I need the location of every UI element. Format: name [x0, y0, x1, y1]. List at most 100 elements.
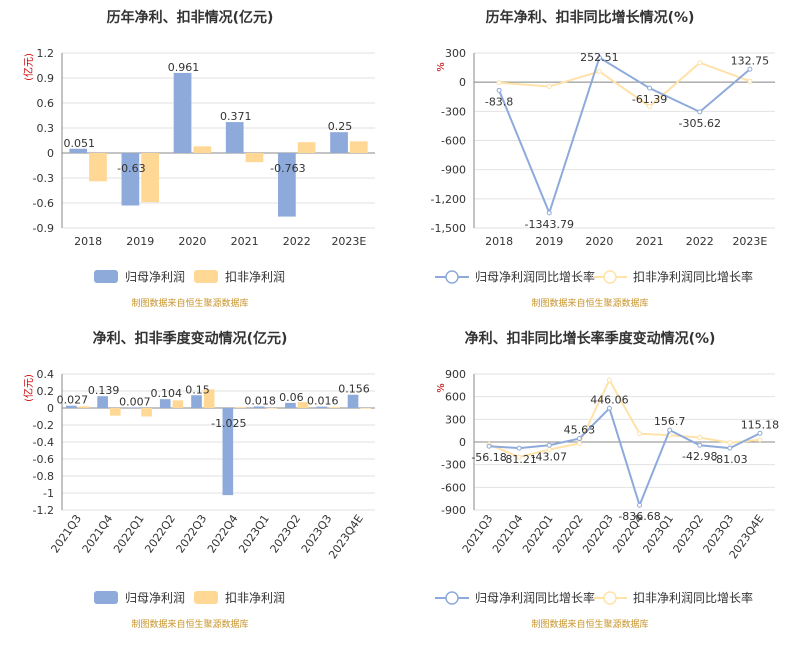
y-tick-label: -900 — [441, 504, 466, 517]
point — [647, 103, 653, 109]
bar — [141, 408, 152, 417]
bar — [245, 153, 264, 163]
point — [496, 80, 502, 86]
y-tick-label: 600 — [445, 391, 466, 404]
data-label: 45.63 — [564, 424, 596, 437]
data-label: 0.104 — [150, 387, 182, 400]
point — [546, 210, 552, 216]
y-tick-label: -600 — [441, 481, 466, 494]
data-label: -56.18 — [471, 451, 506, 464]
data-label: 132.75 — [731, 54, 770, 67]
chart-title: 历年净利、扣非情况(亿元) — [107, 9, 274, 26]
legend-swatch — [94, 270, 118, 283]
point — [637, 431, 643, 437]
x-tick-label: 2022 — [686, 235, 714, 248]
legend-label: 归母净利润 — [125, 270, 185, 284]
data-label: -305.62 — [679, 117, 721, 130]
legend-label: 扣非净利润同比增长率 — [633, 590, 753, 605]
bar — [173, 72, 192, 153]
x-tick-label: 2023E — [331, 235, 366, 248]
bar — [121, 153, 140, 206]
y-tick-label: -0.8 — [33, 470, 54, 483]
bar — [360, 408, 371, 409]
x-tick-label: 2021Q4 — [80, 512, 116, 555]
unit-label: (亿元) — [22, 374, 35, 402]
x-tick-label: 2023E — [732, 235, 767, 248]
x-tick-label: 2019 — [126, 235, 154, 248]
point — [747, 78, 753, 84]
chart-title: 净利、扣非季度变动情况(亿元) — [93, 330, 288, 347]
data-label: 115.18 — [741, 418, 780, 431]
y-tick-label: -0.6 — [33, 453, 54, 466]
legend-label: 归母净利润 — [125, 591, 185, 605]
chart-1: 历年净利、扣非情况(亿元) (亿元) 1.2 0.9 0.6 0.3 0 -0.3 -0.6 -0… — [22, 9, 375, 309]
bar — [330, 132, 348, 153]
bar — [347, 394, 359, 408]
y-tick-label: -900 — [441, 164, 466, 177]
y-tick-label: 0 — [459, 436, 466, 449]
point — [606, 377, 612, 383]
data-label: 0.027 — [57, 394, 89, 407]
point — [727, 440, 733, 446]
data-label: -0.763 — [270, 162, 305, 175]
data-label: -0.63 — [117, 162, 145, 175]
y-tick-label: -1,200 — [431, 193, 466, 206]
data-label: -42.98 — [682, 450, 717, 463]
point — [546, 84, 552, 90]
chart-3: 净利、扣非季度变动情况(亿元) (亿元) 0.4 0.2 0 -0.2 -0.4 -0.6 -0… — [22, 330, 375, 630]
x-tick-label: 2018 — [485, 235, 513, 248]
bar — [349, 141, 368, 153]
y-tick-label: -1 — [43, 487, 54, 500]
bar — [253, 406, 265, 408]
data-label: -61.39 — [632, 93, 667, 106]
bar — [89, 153, 107, 182]
series-line — [488, 406, 761, 509]
data-label: 0.371 — [220, 110, 252, 123]
y-tick-label: 900 — [445, 368, 466, 381]
point — [667, 427, 673, 433]
legend-label: 扣非净利润 — [225, 270, 285, 284]
source-note: 制图数据来自恒生聚源数据库 — [131, 618, 248, 630]
point — [757, 437, 763, 443]
data-label: -1.025 — [211, 417, 246, 430]
legend-label: 归母净利润同比增长率 — [475, 590, 595, 605]
point — [546, 442, 552, 448]
bar — [159, 399, 171, 408]
x-tick-label: 2020 — [178, 235, 206, 248]
point — [576, 441, 582, 447]
legend-label: 扣非净利润 — [225, 591, 285, 605]
legend-marker — [603, 270, 617, 284]
point — [697, 109, 703, 115]
point — [486, 443, 492, 449]
bar — [266, 408, 278, 409]
data-label: 0.961 — [168, 61, 200, 74]
point — [596, 55, 602, 61]
source-note: 制图数据来自恒生聚源数据库 — [131, 297, 248, 309]
bar — [285, 402, 296, 408]
x-tick-label: 2022Q3 — [174, 512, 210, 555]
data-label: 0.25 — [328, 120, 353, 133]
legend-label: 扣非净利润同比增长率 — [633, 269, 753, 284]
chart-title: 净利、扣非同比增长率季度变动情况(%) — [465, 330, 716, 347]
unit-label: % — [436, 383, 447, 393]
point — [697, 434, 703, 440]
data-label: 0.007 — [119, 395, 151, 408]
point — [606, 405, 612, 411]
y-tick-label: 0.9 — [37, 72, 55, 85]
data-label: 0.051 — [63, 137, 95, 150]
bar — [78, 406, 90, 408]
x-tick-label: 2023Q2 — [268, 512, 304, 555]
y-tick-label: -600 — [441, 135, 466, 148]
y-tick-label: 0 — [47, 402, 54, 415]
source-note: 制图数据来自恒生聚源数据库 — [531, 618, 648, 630]
y-tick-label: -0.9 — [33, 222, 54, 235]
y-tick-label: 0 — [459, 76, 466, 89]
data-label: -836.68 — [618, 510, 660, 523]
bar — [297, 402, 309, 408]
data-label: 0.15 — [185, 383, 210, 396]
x-tick-label: 2019 — [535, 235, 563, 248]
data-label: -43.07 — [532, 450, 567, 463]
x-tick-label: 2022Q1 — [111, 512, 147, 555]
point — [637, 502, 643, 508]
